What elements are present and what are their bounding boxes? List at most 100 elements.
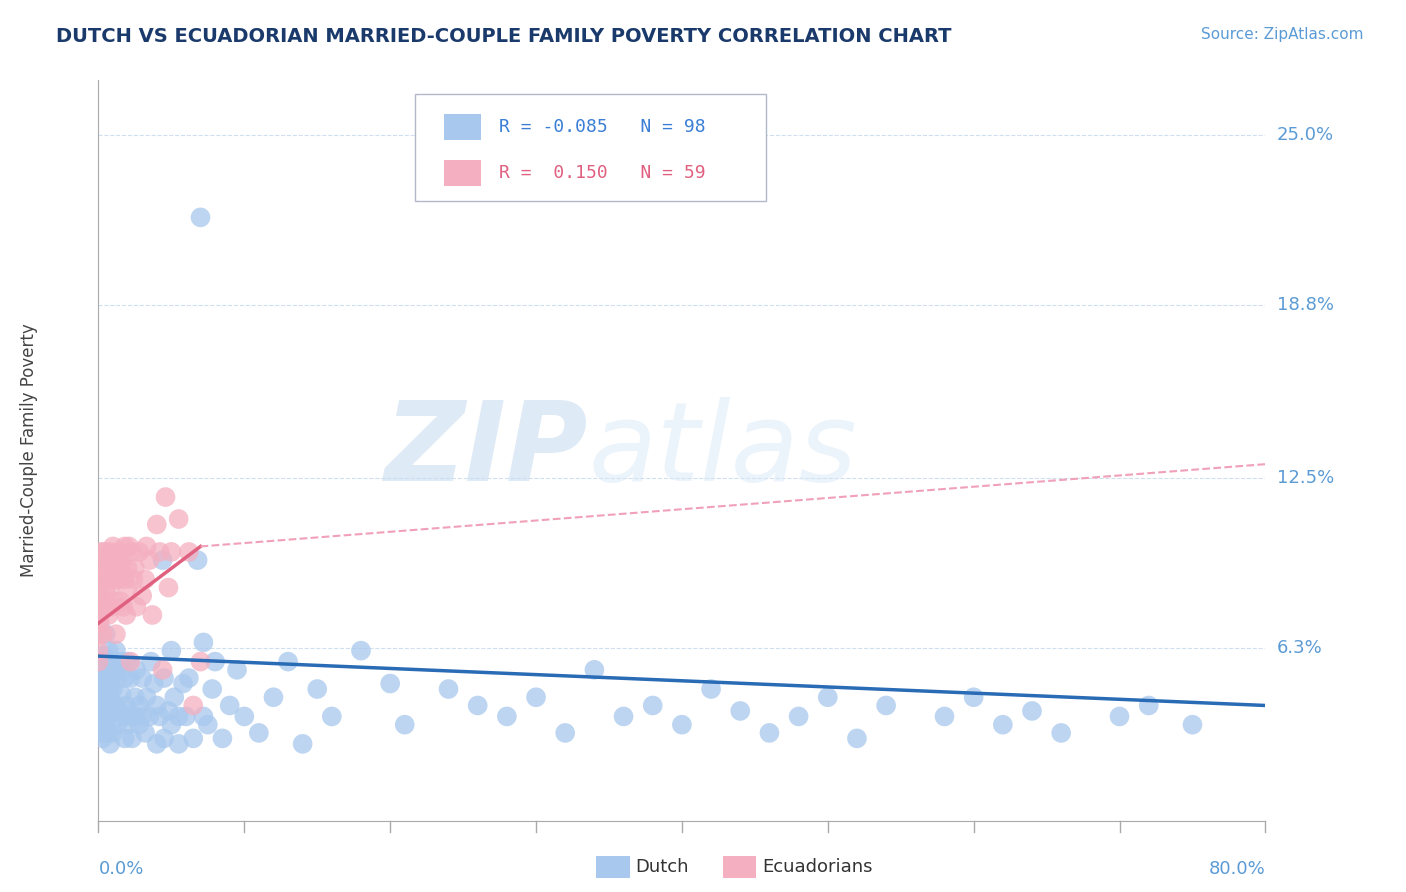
Text: Source: ZipAtlas.com: Source: ZipAtlas.com: [1201, 27, 1364, 42]
Point: [177, 545, 200, 559]
Point: [120, 671, 142, 685]
Point: [152, 553, 174, 567]
Point: [90, 709, 112, 723]
Point: [105, 671, 128, 685]
Point: [641, 698, 664, 713]
Point: [98, 671, 121, 685]
Point: [96, 566, 118, 581]
Point: [90, 545, 112, 559]
Point: [291, 737, 314, 751]
Point: [89, 663, 111, 677]
Point: [87, 643, 110, 657]
Point: [114, 731, 136, 746]
Point: [93, 599, 115, 614]
Point: [87, 698, 110, 713]
Point: [758, 726, 780, 740]
Point: [1021, 704, 1043, 718]
Point: [87, 655, 110, 669]
Point: [90, 676, 112, 690]
Point: [157, 704, 180, 718]
Point: [96, 663, 118, 677]
Point: [139, 655, 162, 669]
Text: Ecuadorians: Ecuadorians: [762, 858, 873, 876]
Point: [134, 726, 156, 740]
Point: [1181, 717, 1204, 731]
Point: [554, 726, 576, 740]
Point: [93, 726, 115, 740]
Point: [157, 581, 180, 595]
Point: [94, 627, 117, 641]
Point: [153, 671, 176, 685]
Point: [181, 731, 204, 746]
Point: [101, 540, 124, 554]
Point: [730, 704, 752, 718]
Point: [101, 663, 124, 677]
Point: [135, 690, 157, 705]
Point: [155, 490, 177, 504]
Text: DUTCH VS ECUADORIAN MARRIED-COUPLE FAMILY POVERTY CORRELATION CHART: DUTCH VS ECUADORIAN MARRIED-COUPLE FAMIL…: [56, 27, 952, 45]
Point: [128, 698, 150, 713]
Point: [93, 545, 115, 559]
Point: [105, 572, 128, 586]
Point: [89, 726, 111, 740]
Point: [94, 717, 117, 731]
Point: [172, 676, 194, 690]
Text: 12.5%: 12.5%: [1277, 469, 1334, 487]
Point: [112, 599, 135, 614]
Point: [87, 709, 110, 723]
Point: [121, 731, 143, 746]
Point: [117, 581, 139, 595]
Text: 25.0%: 25.0%: [1277, 126, 1334, 145]
Text: ZIP: ZIP: [385, 397, 589, 504]
Point: [177, 671, 200, 685]
Point: [128, 717, 150, 731]
Point: [90, 655, 112, 669]
Point: [174, 709, 197, 723]
Point: [111, 688, 134, 702]
Point: [110, 561, 132, 575]
Point: [262, 690, 284, 705]
Point: [114, 540, 136, 554]
Point: [160, 717, 183, 731]
Point: [104, 698, 127, 713]
Point: [204, 655, 226, 669]
Point: [108, 545, 131, 559]
Point: [187, 553, 209, 567]
Point: [141, 607, 163, 622]
Point: [93, 676, 115, 690]
Point: [87, 627, 110, 641]
Point: [167, 737, 190, 751]
Point: [110, 704, 132, 718]
Point: [131, 589, 153, 603]
Point: [97, 553, 120, 567]
Point: [193, 709, 215, 723]
Point: [101, 572, 124, 586]
Point: [138, 709, 160, 723]
Point: [125, 599, 148, 614]
Point: [91, 698, 114, 713]
Point: [101, 726, 124, 740]
Point: [117, 655, 139, 669]
Point: [87, 681, 110, 696]
Point: [135, 540, 157, 554]
Point: [100, 655, 122, 669]
Text: 18.8%: 18.8%: [1277, 296, 1333, 314]
Point: [93, 649, 115, 664]
Point: [89, 561, 111, 575]
Point: [94, 688, 117, 702]
Point: [612, 709, 634, 723]
Point: [142, 676, 165, 690]
Point: [134, 572, 156, 586]
Point: [114, 671, 136, 685]
Point: [91, 572, 114, 586]
Point: [149, 545, 172, 559]
Point: [160, 643, 183, 657]
Point: [1108, 709, 1130, 723]
Point: [103, 704, 125, 718]
Point: [118, 540, 141, 554]
Point: [97, 726, 120, 740]
Point: [131, 671, 153, 685]
Point: [160, 545, 183, 559]
Point: [91, 731, 114, 746]
Point: [94, 581, 117, 595]
